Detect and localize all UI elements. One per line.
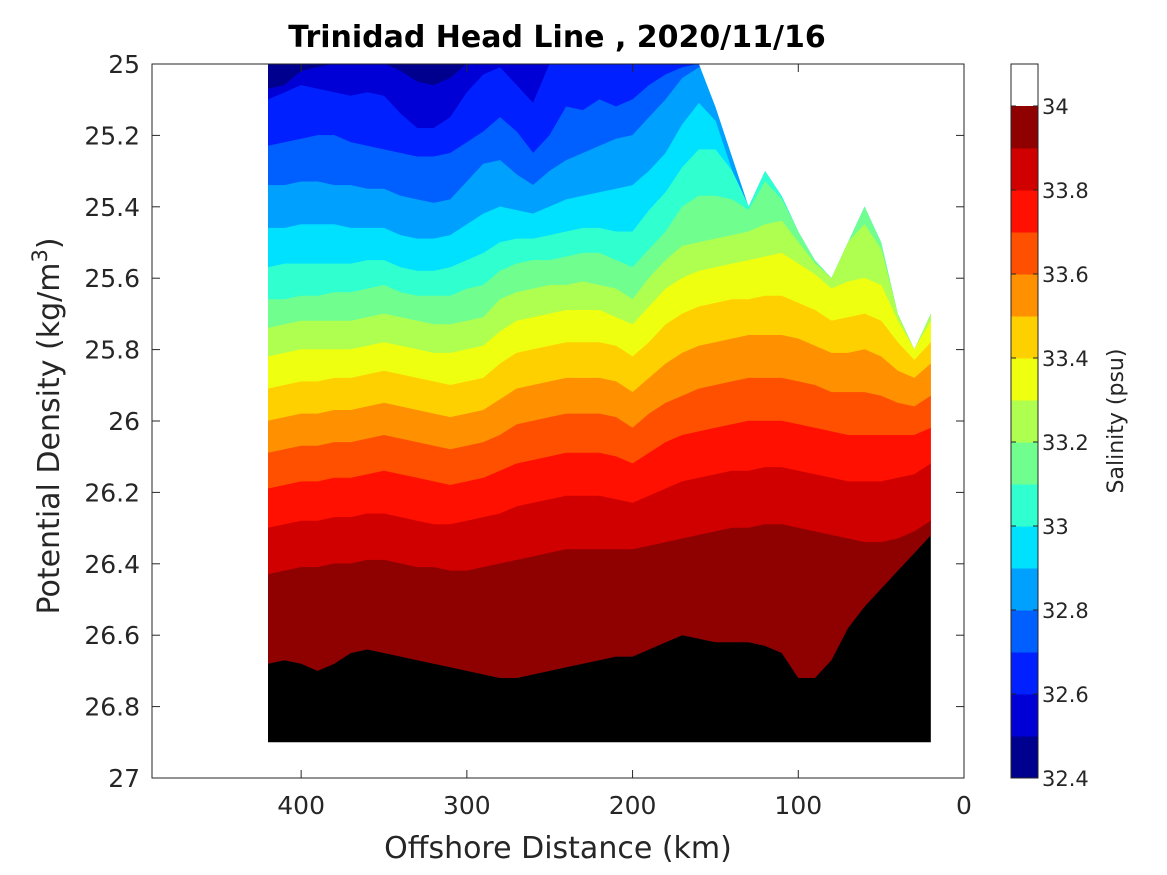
y-tick-label: 26.2	[84, 478, 140, 507]
y-tick-label: 25.2	[84, 121, 140, 150]
y-tick-label: 26	[108, 407, 140, 436]
colorbar-tick-label: 33.6	[1042, 263, 1089, 287]
plot-axes: 400 300 200 100 0 25 25.2 25.4 25.6 25.8 26 26.2 26.…	[84, 50, 972, 820]
x-axis-label: Offshore Distance (km)	[384, 831, 732, 866]
y-tick-label: 27	[108, 764, 140, 793]
y-tick-label: 26.4	[84, 550, 140, 579]
colorbar-tick-label: 33.8	[1042, 179, 1089, 203]
colorbar-swatch-32.9	[1011, 526, 1038, 569]
chart-title: Trinidad Head Line , 2020/11/16	[288, 20, 825, 55]
salinity-band-max	[268, 746, 931, 778]
salinity-band-34.1	[268, 535, 931, 743]
colorbar-tick-label: 32.6	[1042, 683, 1089, 707]
x-tick-label: 0	[956, 791, 972, 820]
colorbar-swatch-33.5	[1011, 274, 1038, 317]
colorbar-swatch-33.2	[1011, 400, 1038, 443]
colorbar-swatch-32.5	[1011, 694, 1038, 737]
colorbar-label: Salinity (psu)	[1104, 349, 1129, 494]
colorbar-swatch-33.1	[1011, 442, 1038, 485]
colorbar-swatch-32.8	[1011, 568, 1038, 611]
x-tick-label: 200	[609, 791, 657, 820]
contour-plot	[268, 64, 931, 778]
colorbar-swatch-33.7	[1011, 190, 1038, 233]
colorbar: 32.4 32.6 32.8 33 33.2 33.4 33.6 33.8 34	[1010, 63, 1089, 791]
colorbar-tick-label: 33.4	[1042, 347, 1089, 371]
colorbar-tick-label: 32.4	[1042, 767, 1089, 791]
colorbar-tick-label: 32.8	[1042, 599, 1089, 623]
salinity-band-32.5	[268, 64, 931, 90]
y-axis-label: Potential Density (kg/m3)	[28, 237, 67, 614]
colorbar-tick-label: 33	[1042, 515, 1069, 539]
colorbar-tick-label: 33.2	[1042, 431, 1089, 455]
colorbar-swatch-33.9	[1011, 106, 1038, 149]
y-axis-label-suffix: )	[32, 237, 67, 249]
colorbar-swatch-33.8	[1011, 148, 1038, 191]
y-tick-label: 25.8	[84, 336, 140, 365]
colorbar-frame	[1010, 63, 1039, 779]
y-tick-label: 26.8	[84, 693, 140, 722]
y-tick-label: 25.6	[84, 264, 140, 293]
y-tick-label: 26.6	[84, 621, 140, 650]
y-axis-label-superscript: 3	[28, 249, 52, 262]
colorbar-swatch-33.6	[1011, 232, 1038, 275]
y-axis-label-text: Potential Density (kg/m	[32, 263, 67, 615]
colorbar-swatch-32.7	[1011, 610, 1038, 653]
contour-fills	[268, 64, 931, 778]
y-tick-label: 25.4	[84, 193, 140, 222]
colorbar-swatch-32.6	[1011, 652, 1038, 695]
colorbar-swatch-33.3	[1011, 358, 1038, 401]
x-tick-label: 300	[443, 791, 491, 820]
x-tick-label: 100	[774, 791, 822, 820]
y-tick-label: 25	[108, 50, 140, 79]
x-tick-label: 400	[277, 791, 325, 820]
colorbar-tick-label: 34	[1042, 95, 1069, 119]
colorbar-swatch-33.4	[1011, 316, 1038, 359]
colorbar-swatch-32.4	[1011, 736, 1038, 779]
colorbar-swatch-33.0	[1011, 484, 1038, 527]
